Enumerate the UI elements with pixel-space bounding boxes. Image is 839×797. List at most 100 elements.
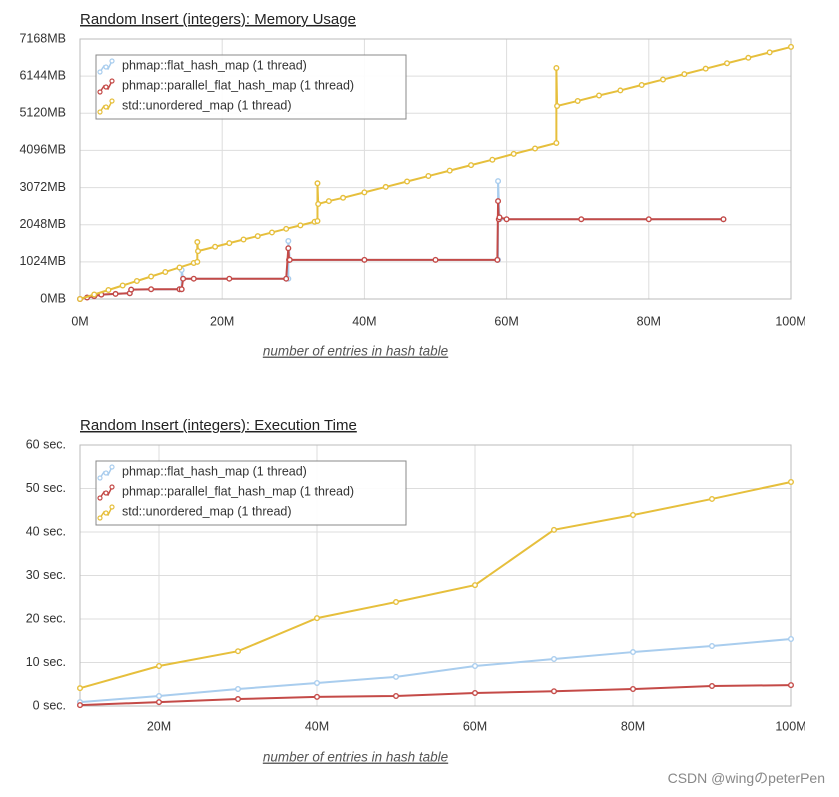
legend-icon-dot	[103, 470, 109, 476]
data-point	[404, 178, 411, 185]
data-point	[162, 268, 169, 275]
chart-title: Random Insert (integers): Execution Time	[80, 417, 357, 434]
data-point	[617, 87, 624, 94]
data-point	[285, 237, 292, 244]
data-point	[315, 200, 322, 207]
legend-icon-dot	[103, 510, 109, 516]
legend-icon-dot	[103, 84, 109, 90]
data-point	[745, 54, 752, 61]
data-point	[638, 81, 645, 88]
series-line	[79, 684, 792, 707]
plot-frame	[79, 444, 792, 707]
charts: 0MB 1024MB 2048MB 3072MB 4096MB 5120MB 6144MB 7…	[19, 11, 805, 765]
data-point	[314, 615, 321, 622]
data-point	[551, 656, 558, 663]
x-tick-label: 60M	[494, 314, 518, 328]
legend-icon-dot	[103, 64, 109, 70]
data-point	[128, 286, 135, 293]
data-point	[494, 256, 501, 263]
data-point	[472, 689, 479, 696]
y-tick-label: 2048MB	[19, 217, 66, 231]
x-axis-label: number of entries in hash table	[263, 750, 448, 765]
plot-frame	[79, 38, 792, 300]
data-point	[314, 180, 321, 187]
data-point	[283, 275, 290, 282]
data-point	[314, 218, 321, 225]
data-point	[105, 287, 112, 294]
series-line	[79, 638, 792, 704]
data-point	[702, 65, 709, 72]
data-point	[788, 636, 795, 643]
data-point	[194, 258, 201, 265]
legend-icon-dot	[97, 515, 103, 521]
data-point	[788, 478, 795, 485]
legend-box	[95, 460, 407, 526]
legend-entry: phmap::parallel_flat_hash_map (1 thread)	[97, 78, 354, 95]
data-point	[489, 156, 496, 163]
data-point	[468, 162, 475, 169]
y-tick-label: 60 sec.	[26, 437, 66, 451]
data-point	[472, 582, 479, 589]
data-point	[645, 216, 652, 223]
data-point	[91, 291, 98, 298]
y-tick-label: 5120MB	[19, 106, 66, 120]
data-point	[268, 229, 275, 236]
x-tick-label: 20M	[210, 314, 234, 328]
data-point	[709, 682, 716, 689]
data-point	[532, 145, 539, 152]
data-point	[178, 286, 185, 293]
chart-title: Random Insert (integers): Memory Usage	[80, 11, 356, 28]
legend-icon-dot	[103, 490, 109, 496]
data-point	[76, 296, 83, 303]
legend-entry: std::unordered_map (1 thread)	[97, 98, 292, 115]
x-tick-label: 20M	[147, 719, 171, 733]
data-point	[720, 216, 727, 223]
data-point	[112, 290, 119, 297]
data-point	[234, 686, 241, 693]
data-point	[325, 198, 332, 205]
legend-icon-dot	[109, 464, 115, 470]
legend-icon-dot	[103, 104, 109, 110]
y-tick-label: 3072MB	[19, 180, 66, 194]
legend-icon-dot	[109, 98, 115, 104]
data-point	[361, 189, 368, 196]
legend-icon-dot	[97, 89, 103, 95]
data-point	[724, 60, 731, 67]
data-point	[393, 599, 400, 606]
y-tick-label: 4096MB	[19, 143, 66, 157]
legend-entry: phmap::parallel_flat_hash_map (1 thread)	[97, 484, 354, 501]
y-tick-label: 7168MB	[19, 31, 66, 45]
data-point	[148, 286, 155, 293]
x-tick-label: 0M	[71, 314, 88, 328]
data-point	[76, 702, 83, 709]
y-tick-label: 10 sec.	[26, 655, 66, 669]
data-point	[148, 273, 155, 280]
data-point	[472, 662, 479, 669]
series-line	[79, 480, 792, 690]
data-point	[393, 692, 400, 699]
y-tick-label: 0MB	[40, 291, 66, 305]
data-point	[788, 682, 795, 689]
data-point	[495, 198, 502, 205]
legend-icon-dot	[97, 69, 103, 75]
data-point	[766, 49, 773, 56]
data-point	[630, 649, 637, 656]
data-point	[425, 173, 432, 180]
data-point	[510, 150, 517, 157]
series-line	[79, 201, 724, 300]
legend-icon-dot	[109, 484, 115, 490]
data-point	[574, 97, 581, 104]
y-tick-label: 50 sec.	[26, 481, 66, 495]
data-point	[709, 642, 716, 649]
legend-label: std::unordered_map (1 thread)	[122, 98, 292, 112]
legend-icon-dot	[109, 58, 115, 64]
data-point	[496, 214, 503, 221]
data-point	[382, 183, 389, 190]
data-point	[195, 248, 202, 255]
legend-icon-dot	[97, 475, 103, 481]
data-point	[554, 103, 561, 110]
y-tick-label: 40 sec.	[26, 524, 66, 538]
data-point	[190, 275, 197, 282]
y-tick-label: 0 sec.	[33, 698, 66, 712]
legend-icon-dot	[97, 495, 103, 501]
